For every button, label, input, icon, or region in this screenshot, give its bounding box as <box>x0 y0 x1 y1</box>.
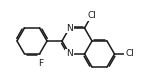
Text: F: F <box>38 59 43 68</box>
Text: Cl: Cl <box>125 49 134 59</box>
Text: N: N <box>66 49 73 59</box>
Text: Cl: Cl <box>87 11 96 20</box>
Text: N: N <box>66 23 73 33</box>
Text: F: F <box>38 59 43 68</box>
